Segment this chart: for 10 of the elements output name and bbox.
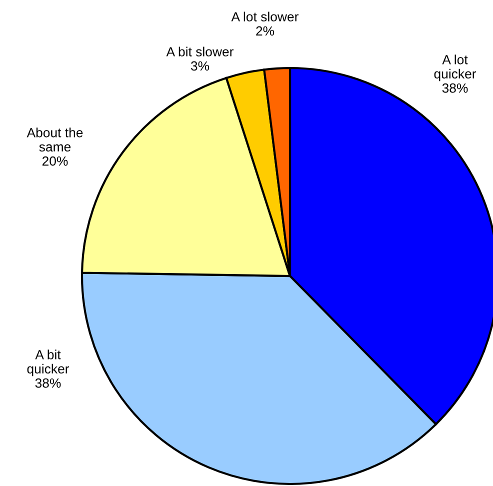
data-label: 3%: [190, 61, 210, 71]
slice-label: A bit quicker: [27, 350, 70, 376]
slice-label: A lot quicker: [434, 54, 476, 82]
data-label: 2%: [256, 26, 274, 36]
slice-label: A lot slower: [231, 12, 299, 22]
slice-label: About the same: [26, 128, 83, 152]
data-label: 20%: [42, 156, 68, 166]
data-label: 38%: [35, 378, 61, 388]
data-label: 38%: [442, 83, 468, 93]
slice-label: A bit slower: [166, 46, 234, 56]
